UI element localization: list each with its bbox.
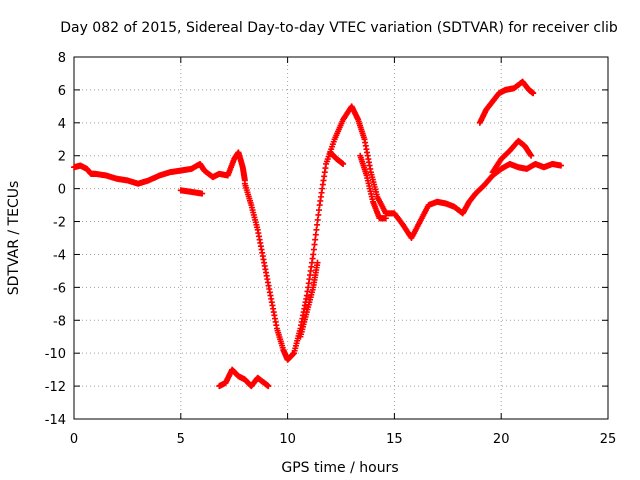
data-series	[71, 149, 248, 187]
data-series	[297, 259, 321, 340]
y-tick-label: 0	[58, 183, 66, 198]
x-tick-label: 20	[493, 432, 510, 447]
y-tick-label: -12	[45, 380, 66, 395]
data-series	[216, 366, 272, 390]
grid	[74, 57, 608, 419]
axis-ticks	[73, 56, 609, 420]
y-tick-label: -6	[53, 281, 66, 296]
x-tick-label: 5	[177, 432, 185, 447]
y-tick-label: 8	[58, 51, 66, 66]
x-tick-label: 10	[279, 432, 296, 447]
data-series	[489, 137, 535, 176]
data-point	[530, 90, 537, 97]
y-axis-label: SDTVAR / TECUs	[6, 181, 22, 296]
x-tick-labels: 0 5 10 15 20 25	[70, 432, 616, 447]
chart-title: Day 082 of 2015, Sidereal Day-to-day VTE…	[60, 20, 618, 36]
data-point	[382, 215, 389, 222]
y-tick-label: -4	[53, 248, 66, 263]
data-series	[327, 149, 347, 167]
data-series	[476, 78, 537, 126]
y-tick-label: -2	[53, 216, 66, 231]
data-series	[357, 152, 389, 222]
x-axis-label: GPS time / hours	[281, 460, 398, 476]
y-tick-label: -10	[45, 347, 66, 362]
data-series	[177, 187, 206, 197]
y-tick-label: 6	[58, 84, 66, 99]
y-tick-label: 4	[58, 117, 66, 132]
data-point	[265, 383, 272, 390]
data-point	[314, 259, 321, 266]
data-series	[241, 103, 565, 363]
x-tick-label: 0	[70, 432, 78, 447]
y-tick-label: -14	[45, 413, 66, 428]
y-tick-label: -8	[53, 314, 66, 329]
data-point	[528, 152, 535, 159]
y-tick-labels: -14 -12 -10 -8 -6 -4 -2 0 2 4 6 8	[45, 51, 66, 428]
data-point	[199, 190, 206, 197]
plot-frame	[73, 56, 609, 420]
x-tick-label: 25	[600, 432, 617, 447]
x-tick-label: 15	[386, 432, 403, 447]
data-point	[340, 160, 347, 167]
data-point	[558, 162, 565, 169]
data-points	[71, 78, 565, 390]
y-tick-label: 2	[58, 150, 66, 165]
